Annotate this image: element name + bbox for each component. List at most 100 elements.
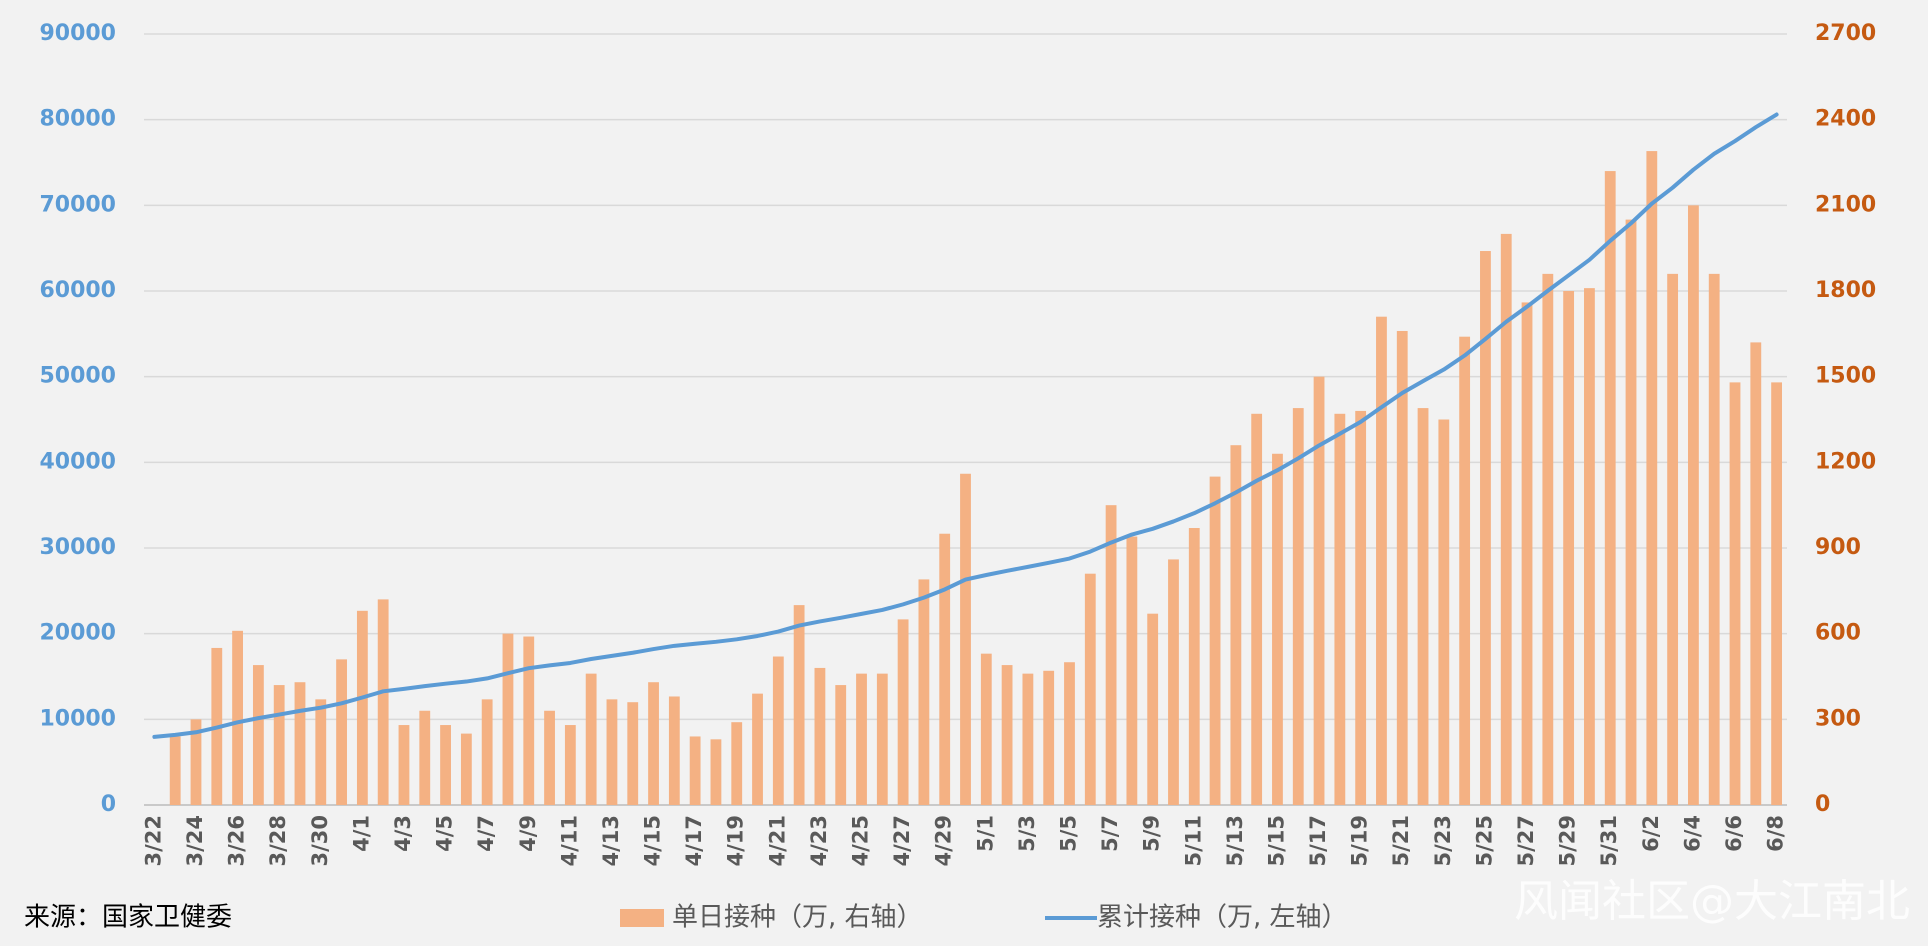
x-tick-label: 5/31	[1597, 815, 1621, 867]
x-tick-label: 4/7	[474, 815, 498, 852]
x-tick-label: 5/5	[1056, 815, 1080, 852]
bar	[481, 699, 493, 805]
x-tick-label: 6/6	[1722, 815, 1746, 852]
bar	[689, 736, 701, 805]
bar	[1230, 445, 1242, 805]
bar	[1563, 291, 1575, 805]
bar	[1064, 662, 1075, 805]
bar	[1480, 251, 1491, 805]
x-tick-label: 5/13	[1223, 815, 1247, 867]
bar	[1251, 413, 1263, 805]
legend-swatch	[620, 909, 664, 927]
bar	[419, 710, 431, 805]
x-tick-label: 4/13	[599, 815, 623, 867]
bar	[1646, 151, 1658, 806]
bar	[460, 733, 472, 805]
y-tick-label: 90000	[39, 21, 116, 46]
x-tick-label: 3/28	[266, 815, 290, 867]
x-tick-label: 4/1	[349, 815, 373, 852]
y-tick-label: 20000	[39, 621, 116, 646]
bar	[814, 667, 826, 805]
bar	[1001, 665, 1013, 805]
x-tick-label: 5/11	[1181, 815, 1205, 867]
bar	[1438, 419, 1450, 805]
y2-tick-label: 0	[1815, 792, 1830, 817]
x-tick-label: 4/15	[641, 815, 665, 867]
x-tick-label: 4/17	[682, 815, 706, 867]
x-tick-label: 4/9	[516, 815, 540, 852]
y-tick-label: 30000	[39, 535, 116, 560]
line	[152, 112, 1779, 739]
bar	[294, 682, 306, 805]
bar	[1292, 408, 1304, 805]
bar	[1043, 670, 1055, 805]
y-tick-label: 10000	[39, 706, 116, 731]
y2-tick-label: 2400	[1815, 107, 1876, 132]
x-tick-label: 5/23	[1431, 815, 1455, 867]
bar	[377, 599, 389, 805]
bar	[918, 579, 930, 805]
bar	[939, 533, 951, 805]
bar	[398, 725, 410, 805]
bar	[897, 619, 909, 805]
y-tick-label: 40000	[39, 449, 116, 474]
bar	[1272, 453, 1283, 805]
bar	[1521, 302, 1533, 805]
bar	[585, 673, 597, 805]
bar	[1396, 330, 1408, 805]
x-tick-label: 5/29	[1556, 815, 1580, 867]
x-tick-label: 4/25	[849, 815, 873, 867]
x-tick-label: 4/21	[765, 815, 789, 867]
bar	[1708, 273, 1720, 805]
bar	[856, 673, 867, 805]
bar	[648, 682, 659, 805]
y2-tick-label: 1200	[1815, 449, 1876, 474]
x-tick-label: 5/9	[1140, 815, 1164, 852]
x-tick-label: 5/3	[1015, 815, 1039, 852]
legend-label: 累计接种（万, 左轴）	[1097, 903, 1348, 933]
x-tick-label: 6/2	[1639, 815, 1663, 852]
bar	[960, 473, 971, 805]
x-tick-label: 6/4	[1680, 815, 1704, 852]
watermark: 风闻社区@大江南北	[1514, 876, 1910, 927]
bar	[544, 710, 555, 805]
bar	[169, 736, 181, 805]
bar	[1188, 528, 1200, 805]
bar	[523, 636, 535, 805]
y2-tick-label: 900	[1815, 535, 1861, 560]
bar	[1750, 342, 1762, 805]
x-tick-label: 5/15	[1264, 815, 1288, 867]
bar	[1584, 288, 1595, 806]
y2-tick-label: 2100	[1815, 192, 1876, 217]
y-tick-label: 70000	[39, 192, 116, 217]
bar	[876, 673, 888, 805]
y-tick-label: 0	[101, 792, 116, 817]
x-tick-label: 6/8	[1764, 815, 1788, 852]
bar	[772, 656, 784, 805]
x-tick-label: 3/24	[183, 815, 207, 867]
bar	[835, 685, 847, 805]
bar	[440, 725, 451, 805]
bar	[980, 653, 992, 805]
x-tick-label: 5/1	[973, 815, 997, 852]
bar	[1500, 233, 1512, 805]
bar	[1604, 171, 1616, 806]
x-tick-label: 4/3	[391, 815, 415, 852]
bar	[1147, 613, 1159, 805]
x-tick-label: 3/30	[308, 815, 332, 867]
bar	[606, 699, 618, 805]
bar	[232, 630, 243, 805]
x-tick-label: 3/26	[225, 815, 249, 867]
bar	[1376, 316, 1387, 805]
bar	[564, 725, 576, 805]
bar	[1022, 673, 1034, 805]
bar	[793, 605, 805, 805]
bar	[1084, 573, 1096, 805]
bar	[190, 719, 202, 805]
y2-tick-label: 300	[1815, 706, 1861, 731]
bar	[1667, 273, 1679, 805]
source: 来源：国家卫健委	[24, 903, 232, 933]
x-tick-label: 5/7	[1098, 815, 1122, 852]
x-tick-label: 4/29	[932, 815, 956, 867]
bar	[1126, 536, 1138, 805]
